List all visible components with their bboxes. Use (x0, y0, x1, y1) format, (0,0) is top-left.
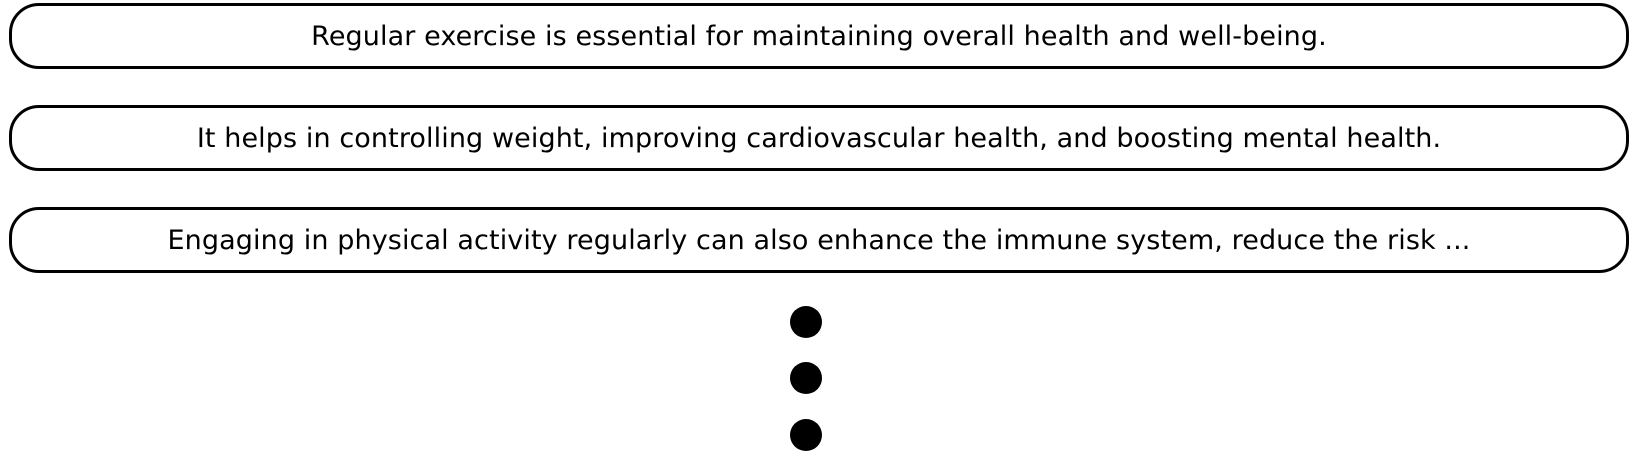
continuation-dot-2 (790, 362, 822, 394)
continuation-dot-1 (790, 306, 822, 338)
text-box-2: It helps in controlling weight, improvin… (9, 105, 1629, 171)
text-box-1: Regular exercise is essential for mainta… (9, 3, 1629, 69)
text-box-2-label: It helps in controlling weight, improvin… (196, 122, 1442, 154)
text-box-3: Engaging in physical activity regularly … (9, 207, 1629, 273)
text-box-3-label: Engaging in physical activity regularly … (167, 224, 1471, 256)
continuation-dot-3 (790, 419, 822, 451)
text-box-1-label: Regular exercise is essential for mainta… (311, 20, 1327, 52)
